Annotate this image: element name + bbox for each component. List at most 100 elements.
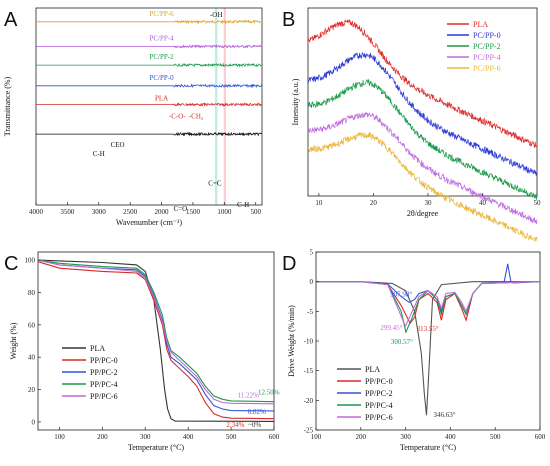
residue-label: 11.22% — [238, 392, 259, 400]
x-tick-label: 2000 — [155, 208, 170, 216]
y-tick-label: -15 — [304, 367, 314, 375]
y-tick-label: 20 — [28, 386, 36, 394]
series-line — [316, 281, 540, 416]
series-line — [307, 19, 538, 148]
panel-label-b: B — [282, 9, 295, 31]
series-label: PC/PP-0 — [149, 74, 174, 82]
plot-frame — [315, 251, 541, 431]
x-tick-label: 400 — [445, 433, 456, 441]
panel-label-d: D — [282, 253, 296, 275]
x-tick-label: 10 — [315, 199, 323, 207]
residue-label: 2.34% — [226, 421, 244, 429]
peak-annotation: C=C — [208, 179, 222, 187]
legend-label: PP/PC-6 — [90, 392, 118, 401]
legend-label: PP/PC-0 — [365, 377, 393, 386]
y-tick-label: 80 — [28, 289, 36, 297]
series-line — [307, 111, 538, 225]
series-line — [307, 51, 538, 176]
residue-label: 6.82% — [248, 408, 266, 416]
x-tick-label: 200 — [97, 433, 108, 441]
x-tick-label: 500 — [490, 433, 501, 441]
series-label: CEO — [111, 141, 125, 149]
series-line — [36, 131, 263, 137]
series-line — [316, 281, 541, 325]
x-tick-label: 300 — [140, 433, 151, 441]
y-tick-label: 0 — [32, 418, 36, 426]
x-tick-label: 50 — [534, 199, 542, 207]
series-line — [36, 62, 263, 68]
panel-b: PLA PC/PP-0 PC/PP-2 PC/PP-4 PC/PP-6 10 20 30 40 5… — [291, 7, 542, 242]
series-line — [36, 102, 263, 107]
legend-label: PP/PC-0 — [90, 356, 118, 365]
series-line — [37, 259, 275, 412]
peak-temperature-label: 307.98° — [390, 290, 412, 298]
y-axis-label: Drive Weight (%/min) — [287, 305, 296, 377]
legend-label: PP/PC-6 — [365, 413, 393, 422]
series-label: PC/PP-2 — [149, 53, 174, 61]
x-axis-label: Wavenumber (cm⁻¹) — [116, 218, 183, 227]
series-line — [36, 83, 263, 89]
peak-annotation: C=O — [174, 205, 188, 213]
residue-label: 12.50% — [258, 388, 280, 396]
y-tick-label: -25 — [304, 427, 314, 435]
highlight-band — [223, 8, 226, 205]
peak-temperature-label: 346.63° — [433, 411, 455, 419]
panel-c: 12.50%11.22% 6.82% 2.34% ~0% PLA PP/PC-0 PP/PC… — [9, 251, 280, 452]
series-line — [37, 259, 275, 403]
legend-label: PC/PP-6 — [473, 64, 501, 73]
y-axis-label: Weight (%) — [9, 322, 18, 359]
oh-band-label: -OH — [210, 11, 222, 19]
x-axis-label: Temperature (°C) — [128, 443, 185, 452]
y-axis-label: Transmittance (%) — [3, 76, 12, 136]
highlight-band — [214, 8, 218, 205]
y-tick-label: 60 — [28, 321, 36, 329]
series-line — [37, 259, 275, 422]
peak-annotation: -C-O- — [169, 112, 186, 120]
x-tick-label: 3000 — [92, 208, 107, 216]
x-tick-label: 2500 — [123, 208, 138, 216]
y-tick-label: -20 — [304, 397, 314, 405]
x-axis-label: 2θ/degree — [407, 209, 439, 218]
series-label: PC/PP-6 — [149, 10, 174, 18]
panel-label-c: C — [4, 253, 18, 275]
y-tick-label: 100 — [25, 257, 36, 265]
plot-frame — [35, 7, 263, 206]
legend-label: PC/PP-0 — [473, 31, 501, 40]
y-axis-label: Intensity (a.u.) — [291, 78, 300, 125]
series-line — [37, 261, 275, 420]
peak-annotation: -CH₂ — [189, 112, 204, 120]
x-tick-label: 1000 — [217, 208, 232, 216]
legend-label: PC/PP-4 — [473, 53, 501, 62]
legend-label: PLA — [473, 20, 488, 29]
plot-frame — [37, 251, 275, 431]
series-line — [316, 281, 541, 328]
legend-label: PP/PC-4 — [365, 401, 393, 410]
y-tick-label: 5 — [310, 249, 314, 257]
peak-temperature-label: 300.57° — [391, 338, 413, 346]
y-tick-label: 0 — [310, 278, 314, 286]
x-tick-label: 30 — [424, 199, 432, 207]
panel-a: -OH PC/PP-6 PC/PP-4 PC/PP-2 PC/PP-0 PLA CEO -C-… — [3, 7, 263, 227]
series-line — [36, 19, 263, 25]
panel-label-a: A — [4, 9, 18, 31]
legend-label: PLA — [365, 365, 380, 374]
y-tick-label: -10 — [304, 338, 314, 346]
panel-d: 307.98° 299.45° 300.57° 313.55° 346.63° PLA PP… — [287, 249, 546, 453]
x-tick-label: 4000 — [29, 208, 44, 216]
x-tick-label: 500 — [250, 208, 261, 216]
x-axis-label: Temperature (°C) — [400, 443, 457, 452]
legend-label: PP/PC-2 — [365, 389, 393, 398]
residue-label: ~0% — [248, 421, 261, 429]
x-tick-label: 400 — [183, 433, 194, 441]
legend-label: PLA — [90, 344, 105, 353]
y-tick-label: 40 — [28, 354, 36, 362]
x-tick-label: 3500 — [60, 208, 75, 216]
x-tick-label: 500 — [226, 433, 237, 441]
series-line — [307, 79, 538, 200]
legend-label: PP/PC-4 — [90, 380, 118, 389]
x-tick-label: 100 — [311, 433, 322, 441]
x-tick-label: 600 — [269, 433, 280, 441]
series-line — [36, 44, 263, 49]
x-tick-label: 100 — [54, 433, 65, 441]
series-line — [307, 131, 538, 242]
